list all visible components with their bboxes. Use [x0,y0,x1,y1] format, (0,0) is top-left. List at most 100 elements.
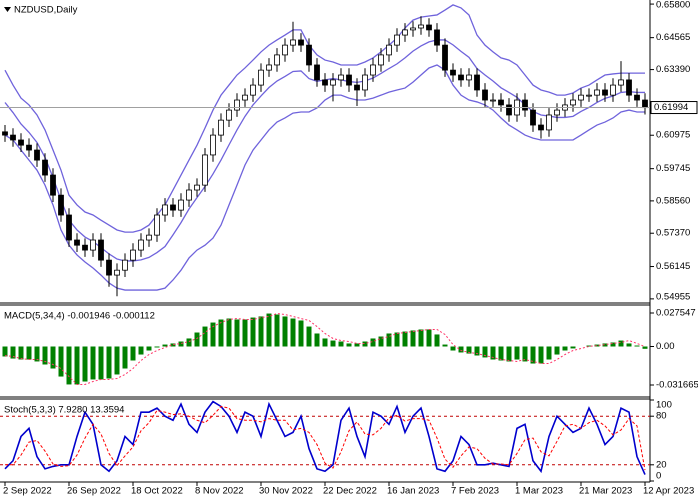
candle-body [250,84,256,96]
macd-bar [402,331,408,347]
candle-body [586,94,592,97]
x-tick-label: 18 Oct 2022 [131,486,183,497]
macd-bar [514,346,520,360]
y-tick-label: 20 [656,459,667,470]
macd-bar [594,344,600,347]
candle-body [178,199,184,211]
candle-body [258,69,264,86]
y-tick-label: -0.031665 [656,380,698,391]
macd-bar [570,346,576,349]
y-tick-label: 0.60975 [656,130,690,141]
candle-body [138,239,144,251]
macd-bar [50,346,56,369]
macd-bar [586,345,592,347]
symbol-menu-arrow [4,7,11,12]
stoch-main-line [4,400,646,475]
macd-bar [450,346,456,351]
candle-body [98,239,104,261]
macd-bar [130,346,136,361]
candle-body [242,94,248,101]
candle-body [82,244,88,251]
macd-bar [226,318,232,347]
macd-bar [362,341,368,347]
candle-body [74,239,80,246]
candle-body [570,99,576,106]
macd-bar [642,346,648,349]
macd-bar [58,346,64,377]
candle-body [2,131,8,136]
candle-body [538,124,544,131]
macd-bar [314,333,320,347]
macd-bar [66,346,72,385]
x-tick-label: 2 Sep 2022 [3,486,52,497]
macd-bar [426,329,432,347]
candle-body [506,104,512,116]
candle-body [554,109,560,116]
macd-signal-line [4,313,646,385]
macd-bar [90,346,96,380]
candle-body [618,79,624,86]
candle-body [266,64,272,71]
macd-bar [242,319,248,347]
macd-bar [506,346,512,362]
candle-body [42,159,48,176]
macd-bar [138,346,144,355]
macd-bar [538,346,544,364]
macd-bar [2,346,8,357]
candle-body [626,79,632,96]
candle-body [410,27,416,31]
macd-bar [562,346,568,351]
y-tick-label: 0.65800 [656,0,690,11]
bollinger-upper [4,4,645,233]
y-tick-label: 100 [656,400,672,411]
candle-body [370,64,376,76]
macd-bar [306,326,312,347]
candle-body [546,114,552,131]
macd-bar [202,326,208,347]
macd-bar [442,344,448,347]
candle-body [426,24,432,31]
candle-body [322,79,328,86]
macd-bar [170,343,176,347]
candle-body [90,239,96,251]
y-tick-label: 0.58560 [656,195,690,206]
macd-bar [546,346,552,360]
x-tick-label: 16 Jan 2023 [387,486,439,497]
y-tick-label: 0.54955 [656,292,690,303]
macd-bar [458,346,464,353]
candle-body [482,89,488,101]
candle-body [226,109,232,121]
macd-bar [162,344,168,347]
x-tick-label: 21 Mar 2023 [579,486,632,497]
macd-bar [466,346,472,354]
candle-body [10,134,16,141]
macd-bar [418,329,424,347]
macd-bar [618,340,624,347]
macd-bar [346,343,352,347]
macd-bar [250,317,256,347]
macd-bar [290,318,296,347]
macd-bar [530,346,536,364]
candle-body [234,99,240,111]
candle-body [58,194,64,216]
candle-body [162,204,168,216]
macd-bar [106,346,112,379]
macd-bar [626,343,632,347]
y-tick-label: 0.00 [656,341,675,352]
candle-body [458,74,464,81]
macd-bar [74,346,80,385]
candle-body [66,214,72,241]
macd-bar [394,332,400,347]
x-tick-label: 7 Feb 2023 [451,486,499,497]
candle-body [474,74,480,91]
macd-bar [298,320,304,347]
candle-body [18,139,24,146]
candle-body [498,99,504,106]
candle-body [114,269,120,276]
current-price-box [650,101,698,115]
y-tick-label: 0.64565 [656,32,690,43]
macd-bar [474,346,480,356]
candle-body [34,149,40,161]
macd-bar [282,316,288,347]
